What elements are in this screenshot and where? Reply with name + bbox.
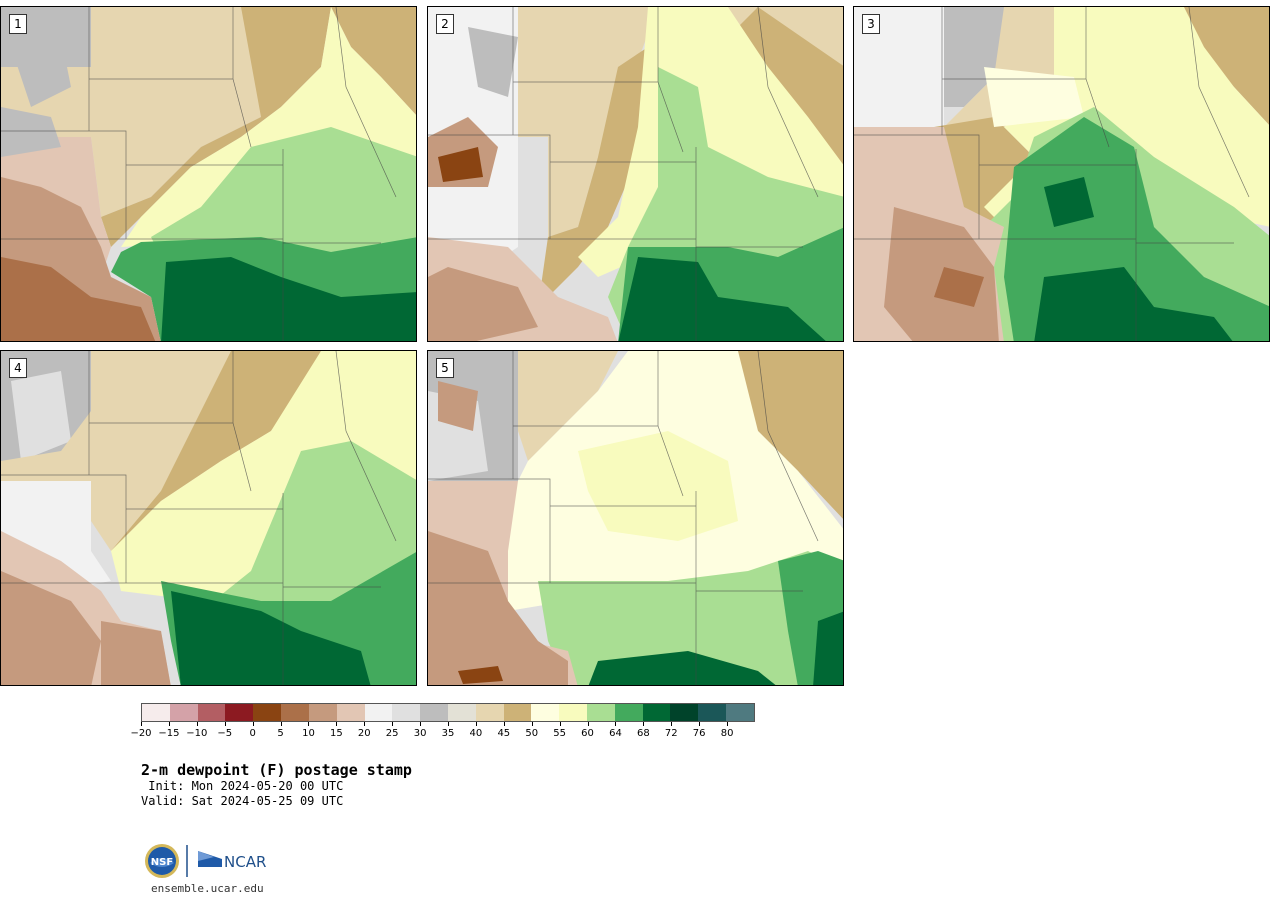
colorbar-swatch (308, 704, 337, 721)
colorbar-ticks: −20 −15 −10 −5 0 5 10 15 20 25 30 35 40 45 50 55 60 64 68 7… (130, 722, 755, 742)
colorbar-swatch (336, 704, 365, 721)
colorbar-swatch (587, 704, 615, 721)
colorbar-swatch (614, 704, 643, 721)
colorbar-tick (587, 722, 589, 726)
colorbar (141, 703, 755, 722)
nsf-logo-icon: NSF (145, 844, 179, 878)
stamp-label-4: 4 (9, 358, 27, 378)
colorbar-tick-label: −15 (158, 728, 180, 739)
colorbar-tick (308, 722, 310, 726)
colorbar-swatch (281, 704, 309, 721)
postage-stamp-5: 5 (427, 350, 844, 686)
colorbar-tick-label: 20 (357, 728, 371, 739)
colorbar-tick-label: 45 (497, 728, 511, 739)
nsf-logo-text: NSF (151, 857, 173, 868)
nsf-ncar-logos: NSF NCAR (145, 844, 266, 878)
stamp-label-5: 5 (436, 358, 454, 378)
stamp-label-1: 1 (9, 14, 27, 34)
colorbar-swatch (642, 704, 671, 721)
colorbar-tick-label: 15 (329, 728, 343, 739)
colorbar-tick (392, 722, 394, 726)
colorbar-tick-label: 30 (413, 728, 427, 739)
colorbar-tick (615, 722, 617, 726)
colorbar-tick-label: 50 (525, 728, 539, 739)
colorbar-tick (336, 722, 338, 726)
colorbar-swatch (142, 704, 170, 721)
postage-stamp-3: 3 (853, 6, 1270, 342)
colorbar-tick-label: −20 (130, 728, 152, 739)
product-title: 2-m dewpoint (F) postage stamp (141, 761, 412, 779)
colorbar-tick-label: 76 (692, 728, 706, 739)
dewpoint-map-1 (1, 7, 416, 341)
colorbar-tick (448, 722, 449, 726)
colorbar-swatch (169, 704, 198, 721)
colorbar-swatch (670, 704, 699, 721)
colorbar-tick (699, 722, 701, 726)
colorbar-tick-label: 40 (469, 728, 483, 739)
colorbar-tick (168, 722, 170, 726)
colorbar-swatch (225, 704, 254, 721)
colorbar-swatch (197, 704, 226, 721)
ncar-logo-text: NCAR (224, 853, 266, 871)
colorbar-tick (196, 722, 198, 726)
logo-area: NSF NCAR (144, 843, 284, 879)
colorbar-swatch (698, 704, 727, 721)
colorbar-tick-label: 68 (636, 728, 650, 739)
colorbar-tick-label: −10 (186, 728, 208, 739)
dewpoint-map-2 (428, 7, 843, 341)
colorbar-swatch (392, 704, 421, 721)
colorbar-swatch (447, 704, 476, 721)
colorbar-tick (364, 722, 366, 726)
colorbar-tick (141, 722, 142, 726)
colorbar-swatch (420, 704, 448, 721)
stamp-label-2: 2 (436, 14, 454, 34)
colorbar-swatch (726, 704, 754, 721)
colorbar-tick (503, 722, 505, 726)
postage-stamp-4: 4 (0, 350, 417, 686)
dewpoint-map-4 (1, 351, 416, 685)
postage-stamp-2: 2 (427, 6, 844, 342)
colorbar-tick-label: 55 (553, 728, 566, 739)
colorbar-tick-label: 72 (664, 728, 678, 739)
dewpoint-map-3 (854, 7, 1269, 341)
colorbar-tick (224, 722, 226, 726)
colorbar-swatch (559, 704, 587, 721)
colorbar-tick (252, 722, 254, 726)
ensemble-url: ensemble.ucar.edu (151, 882, 264, 895)
colorbar-tick-label: 35 (441, 728, 455, 739)
colorbar-tick-label: 10 (302, 728, 315, 739)
colorbar-swatch (253, 704, 282, 721)
colorbar-swatch (364, 704, 393, 721)
colorbar-tick-label: 5 (277, 728, 284, 739)
colorbar-tick-label: 80 (720, 728, 734, 739)
colorbar-tick-label: −5 (217, 728, 233, 739)
colorbar-tick (531, 722, 533, 726)
valid-time: Valid: Sat 2024-05-25 09 UTC (141, 794, 344, 808)
colorbar-tick (671, 722, 673, 726)
colorbar-tick (559, 722, 561, 726)
colorbar-tick-label: 60 (581, 728, 594, 739)
stamp-label-3: 3 (862, 14, 880, 34)
dewpoint-map-5 (428, 351, 843, 685)
colorbar-swatch (503, 704, 532, 721)
ncar-logo-icon: NCAR (198, 851, 266, 871)
colorbar-tick (280, 722, 282, 726)
colorbar-swatch (531, 704, 560, 721)
colorbar-tick-label: 25 (385, 728, 399, 739)
colorbar-tick-label: 0 (249, 728, 256, 739)
colorbar-tick (727, 722, 729, 726)
colorbar-tick-label: 64 (609, 728, 622, 739)
colorbar-swatch (475, 704, 504, 721)
colorbar-tick (643, 722, 645, 726)
colorbar-tick (475, 722, 477, 726)
init-time: Init: Mon 2024-05-20 00 UTC (141, 779, 344, 793)
colorbar-tick (420, 722, 422, 726)
postage-stamp-1: 1 (0, 6, 417, 342)
